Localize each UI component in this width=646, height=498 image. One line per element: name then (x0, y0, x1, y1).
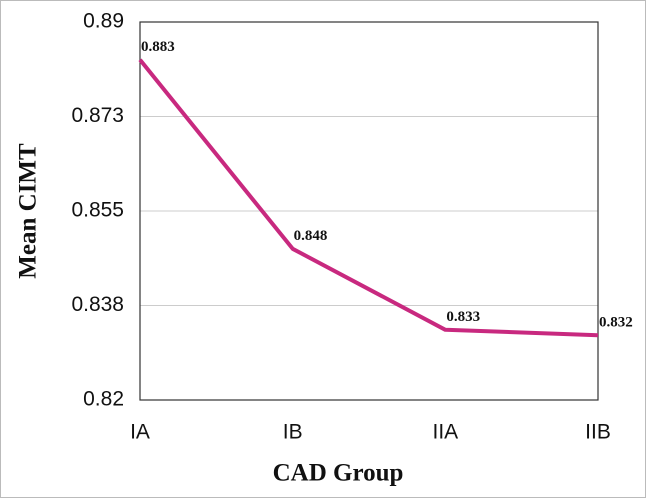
y-tick-label: 0.82 (83, 388, 124, 411)
value-label: 0.883 (141, 39, 175, 55)
line (138, 58, 599, 338)
y-axis-title: Mean CIMT (15, 143, 42, 279)
x-tick-label: IA (130, 421, 150, 444)
value-label: 0.832 (599, 315, 633, 331)
value-label: 0.833 (446, 309, 480, 325)
value-label: 0.848 (294, 228, 328, 244)
x-axis-title: CAD Group (273, 460, 404, 487)
y-tick-label: 0.838 (71, 293, 124, 316)
plot-border (139, 21, 599, 401)
y-tick-label: 0.855 (71, 199, 124, 222)
x-tick-label: IIB (585, 421, 611, 444)
y-tick-label: 0.873 (71, 104, 124, 127)
y-tick-label: 0.89 (83, 10, 124, 33)
x-tick-label: IB (283, 421, 303, 444)
x-tick-label: IIA (432, 421, 458, 444)
